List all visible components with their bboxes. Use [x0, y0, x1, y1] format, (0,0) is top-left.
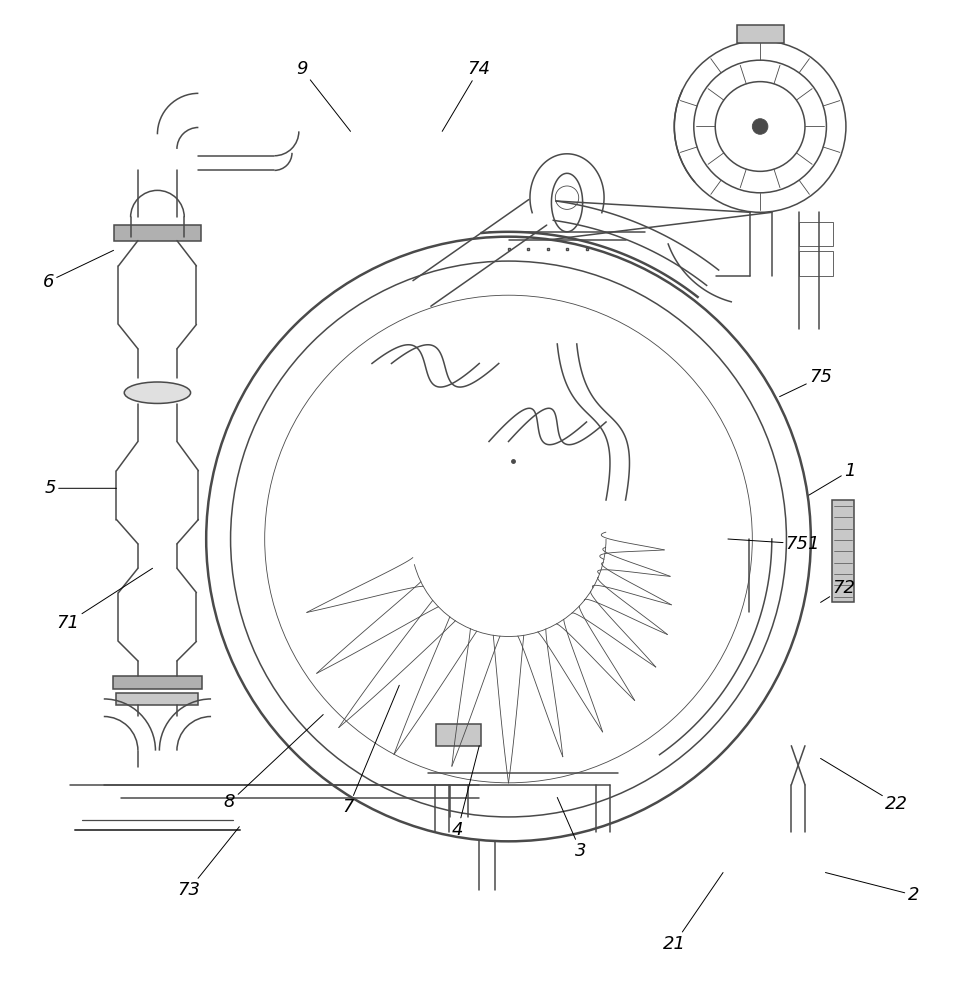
Bar — [736, 25, 783, 43]
Bar — [798, 251, 832, 276]
Text: 8: 8 — [224, 715, 322, 811]
Text: 5: 5 — [44, 479, 116, 497]
Circle shape — [751, 119, 767, 134]
Bar — [116, 693, 198, 705]
Ellipse shape — [124, 382, 191, 403]
Text: 751: 751 — [727, 535, 820, 553]
Text: 3: 3 — [557, 797, 586, 860]
Bar — [831, 500, 853, 602]
Text: 71: 71 — [56, 568, 152, 632]
Bar — [798, 222, 832, 246]
Text: 7: 7 — [343, 685, 399, 816]
Bar — [113, 225, 201, 241]
Text: 22: 22 — [820, 758, 908, 813]
Bar — [436, 724, 481, 746]
Text: 75: 75 — [779, 368, 831, 397]
Text: 72: 72 — [820, 579, 855, 602]
Text: 1: 1 — [808, 462, 855, 495]
Text: 6: 6 — [42, 250, 113, 291]
Text: 73: 73 — [177, 827, 239, 899]
Text: 2: 2 — [825, 873, 918, 904]
Text: 21: 21 — [662, 873, 722, 953]
Text: 9: 9 — [296, 60, 350, 131]
Bar — [112, 676, 202, 689]
Text: 74: 74 — [442, 60, 490, 131]
Text: 4: 4 — [451, 746, 479, 839]
